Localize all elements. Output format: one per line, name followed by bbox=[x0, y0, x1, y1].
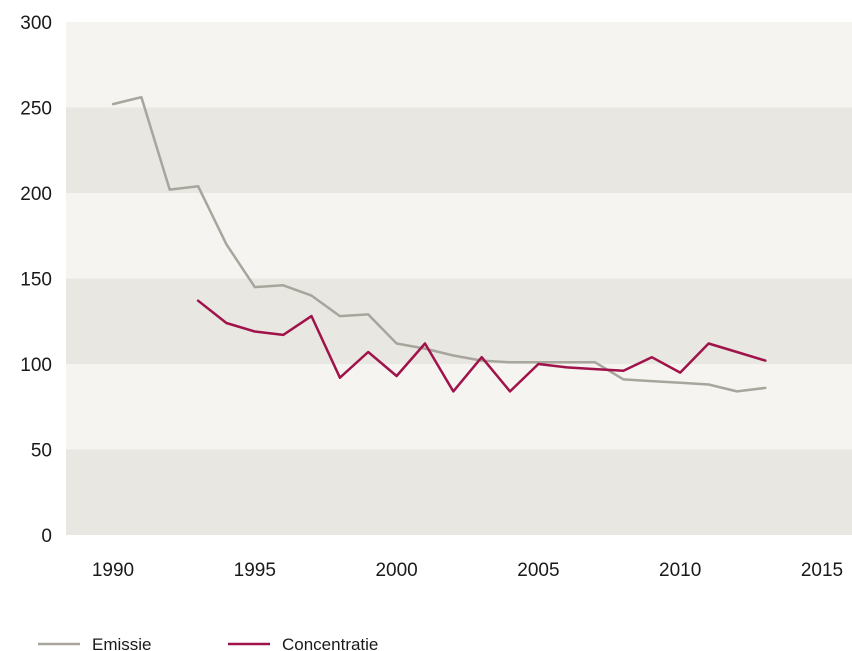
x-tick-label: 2015 bbox=[801, 560, 843, 581]
y-tick-label: 100 bbox=[20, 355, 52, 376]
plot-background-bands bbox=[66, 22, 852, 535]
x-tick-label: 2000 bbox=[375, 560, 417, 581]
grid-band bbox=[66, 278, 852, 364]
grid-band bbox=[66, 449, 852, 535]
series-lines bbox=[111, 95, 767, 393]
y-tick-label: 150 bbox=[20, 270, 52, 291]
grid-band bbox=[66, 193, 852, 279]
legend-item-emissie: Emissie bbox=[38, 635, 152, 651]
y-tick-label: 300 bbox=[20, 13, 52, 34]
grid-band bbox=[66, 364, 852, 450]
x-tick-label: 1995 bbox=[234, 560, 276, 581]
y-tick-label: 0 bbox=[41, 526, 52, 547]
grid-band bbox=[66, 22, 852, 108]
y-axis-tick-labels: 0 50 100 150 200 250 300 bbox=[20, 13, 52, 547]
legend-item-concentratie: Concentratie bbox=[228, 635, 378, 651]
grid-band bbox=[66, 107, 852, 193]
x-tick-label: 2005 bbox=[517, 560, 559, 581]
series-line-concentratie bbox=[196, 299, 767, 393]
legend-label-concentratie: Concentratie bbox=[282, 635, 378, 651]
legend: Emissie Concentratie bbox=[38, 635, 378, 651]
x-axis-tick-labels: 1990 1995 2000 2005 2010 2015 bbox=[92, 560, 843, 581]
series-line-emissie bbox=[111, 95, 767, 393]
x-tick-label: 2010 bbox=[659, 560, 701, 581]
legend-label-emissie: Emissie bbox=[92, 635, 152, 651]
y-tick-label: 250 bbox=[20, 99, 52, 120]
y-tick-label: 50 bbox=[31, 441, 52, 462]
y-tick-label: 200 bbox=[20, 184, 52, 205]
x-tick-label: 1990 bbox=[92, 560, 134, 581]
